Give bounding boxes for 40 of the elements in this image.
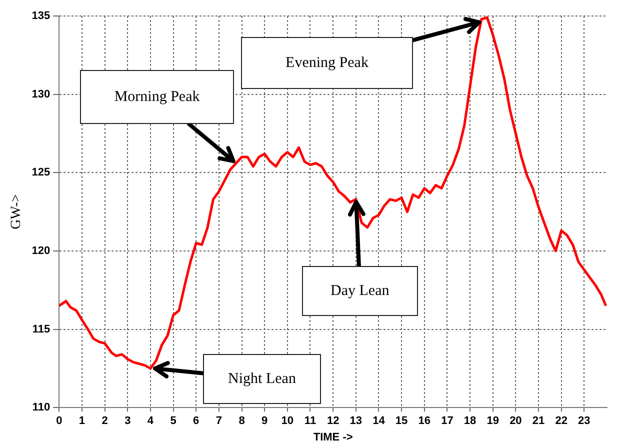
callout-box: Night Lean	[203, 354, 321, 404]
x-tick-label: 22	[555, 415, 568, 428]
x-tick-label: 8	[238, 415, 245, 428]
annotation: Night Lean	[228, 370, 296, 388]
x-tick-label: 20	[510, 415, 522, 428]
callout-box: Evening Peak	[241, 37, 413, 89]
x-tick-label: 6	[193, 415, 200, 428]
x-tick-label: 13	[350, 415, 362, 428]
x-tick-label: 12	[326, 415, 340, 428]
y-axis-title: GW->	[9, 194, 24, 230]
x-tick-label: 5	[170, 415, 176, 428]
x-tick-label: 1	[78, 415, 86, 428]
x-tick-label: 18	[464, 415, 476, 428]
y-tick-label: 110	[32, 402, 50, 414]
x-tick-label: 2	[102, 415, 108, 428]
x-tick-label: 23	[578, 415, 590, 428]
x-tick-label: 9	[262, 415, 268, 428]
callout-box: Day Lean	[302, 266, 418, 316]
annotation: Evening Peak	[286, 54, 368, 72]
x-tick-label: 7	[216, 415, 222, 428]
annotation: Day Lean	[330, 282, 390, 300]
x-tick-label: 16	[418, 415, 431, 428]
x-tick-label: 14	[372, 415, 386, 428]
callout-box: Morning Peak	[80, 70, 234, 124]
x-tick-label: 4	[147, 415, 154, 428]
x-tick-label: 10	[281, 415, 294, 428]
y-tick-label: 130	[32, 88, 50, 100]
y-tick-label: 120	[32, 244, 50, 257]
x-tick-label: 21	[532, 415, 545, 428]
x-tick-label: 11	[304, 415, 316, 428]
annotation: Morning Peak	[114, 88, 200, 106]
x-tick-label: 19	[486, 415, 499, 428]
y-tick-label: 135	[32, 10, 50, 22]
x-tick-label: 3	[124, 415, 131, 428]
y-tick-label: 125	[32, 166, 50, 179]
x-axis-title: TIME ->	[313, 431, 353, 444]
x-tick-label: 15	[395, 415, 408, 428]
x-tick-label: 0	[56, 415, 62, 428]
y-tick-label: 115	[32, 323, 50, 336]
x-tick-label: 17	[441, 415, 454, 428]
